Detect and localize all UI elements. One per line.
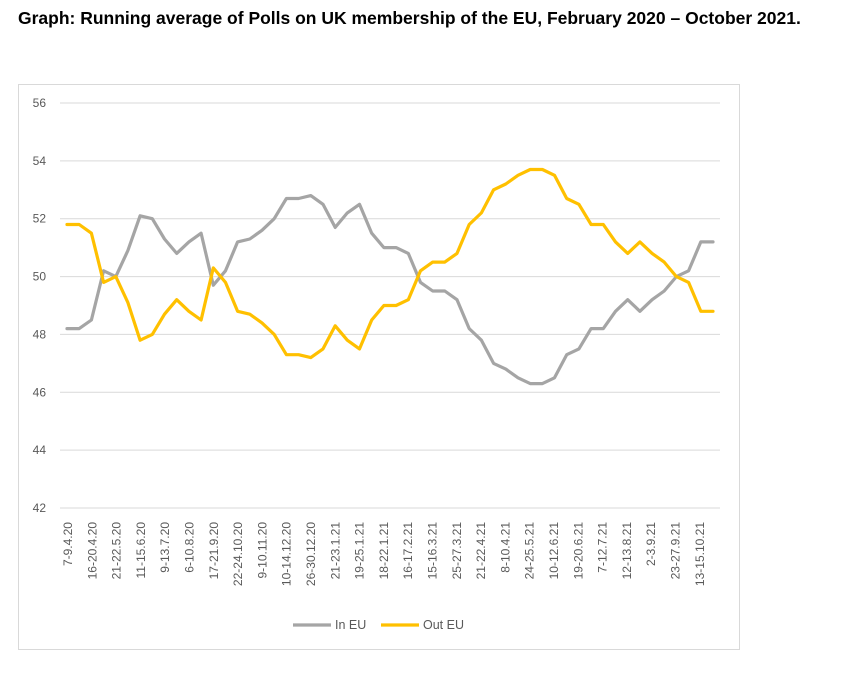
x-tick-label: 16-17.2.21 — [401, 522, 415, 580]
x-tick-label: 7-12.7.21 — [596, 522, 610, 573]
x-tick-label: 15-16.3.21 — [426, 522, 440, 580]
x-tick-label: 21-22.5.20 — [110, 522, 124, 580]
x-tick-label: 24-25.5.21 — [523, 522, 537, 580]
x-tick-label: 7-9.4.20 — [61, 522, 75, 566]
x-tick-label: 9-10.11.20 — [255, 522, 269, 579]
legend-label: Out EU — [423, 618, 464, 632]
series-line-in-eu — [65, 194, 715, 386]
chart-title: Graph: Running average of Polls on UK me… — [18, 8, 801, 28]
x-tick-label: 12-13.8.21 — [620, 522, 634, 580]
x-tick-label: 21-23.1.21 — [328, 522, 342, 580]
y-tick-label: 42 — [33, 501, 47, 515]
y-tick-label: 52 — [33, 212, 47, 226]
y-tick-label: 48 — [33, 327, 47, 341]
y-tick-label: 46 — [33, 385, 47, 399]
x-tick-label: 25-27.3.21 — [450, 522, 464, 580]
series-lines — [65, 167, 715, 386]
chart-area — [18, 84, 740, 650]
x-tick-label: 6-10.8.20 — [183, 522, 197, 573]
x-tick-label: 2-3.9.21 — [644, 522, 658, 566]
x-tick-label: 21-22.4.21 — [474, 522, 488, 580]
x-tick-label: 9-13.7.20 — [158, 522, 172, 573]
y-tick-label: 44 — [33, 443, 47, 457]
x-axis-tick-labels: 7-9.4.20 16-20.4.20 21-22.5.20 11-15.6.20 9-… — [61, 522, 707, 586]
x-tick-label: 19-25.1.21 — [353, 522, 367, 580]
x-tick-label: 10-12.6.21 — [547, 522, 561, 580]
x-tick-label: 8-10.4.21 — [498, 522, 512, 573]
x-tick-label: 13-15.10.21 — [693, 522, 707, 586]
x-tick-label: 26-30.12.20 — [304, 522, 318, 586]
x-tick-label: 10-14.12.20 — [280, 522, 294, 586]
y-tick-label: 50 — [33, 270, 47, 284]
series-line-out-eu — [65, 167, 715, 360]
legend: In EU Out EU — [293, 618, 464, 632]
x-tick-label: 23-27.9.21 — [669, 522, 683, 580]
x-tick-label: 11-15.6.20 — [134, 522, 148, 579]
legend-label: In EU — [335, 618, 366, 632]
x-tick-label: 17-21.9.20 — [207, 522, 221, 580]
x-tick-label: 22-24.10.20 — [231, 522, 245, 586]
x-tick-label: 16-20.4.20 — [85, 522, 99, 580]
y-tick-label: 56 — [33, 96, 47, 110]
gridlines — [60, 102, 720, 509]
x-tick-label: 19-20.6.21 — [571, 522, 585, 580]
y-axis-tick-labels: 42 44 46 48 50 52 54 56 — [33, 96, 47, 515]
y-tick-label: 54 — [33, 154, 47, 168]
x-tick-label: 18-22.1.21 — [377, 522, 391, 580]
